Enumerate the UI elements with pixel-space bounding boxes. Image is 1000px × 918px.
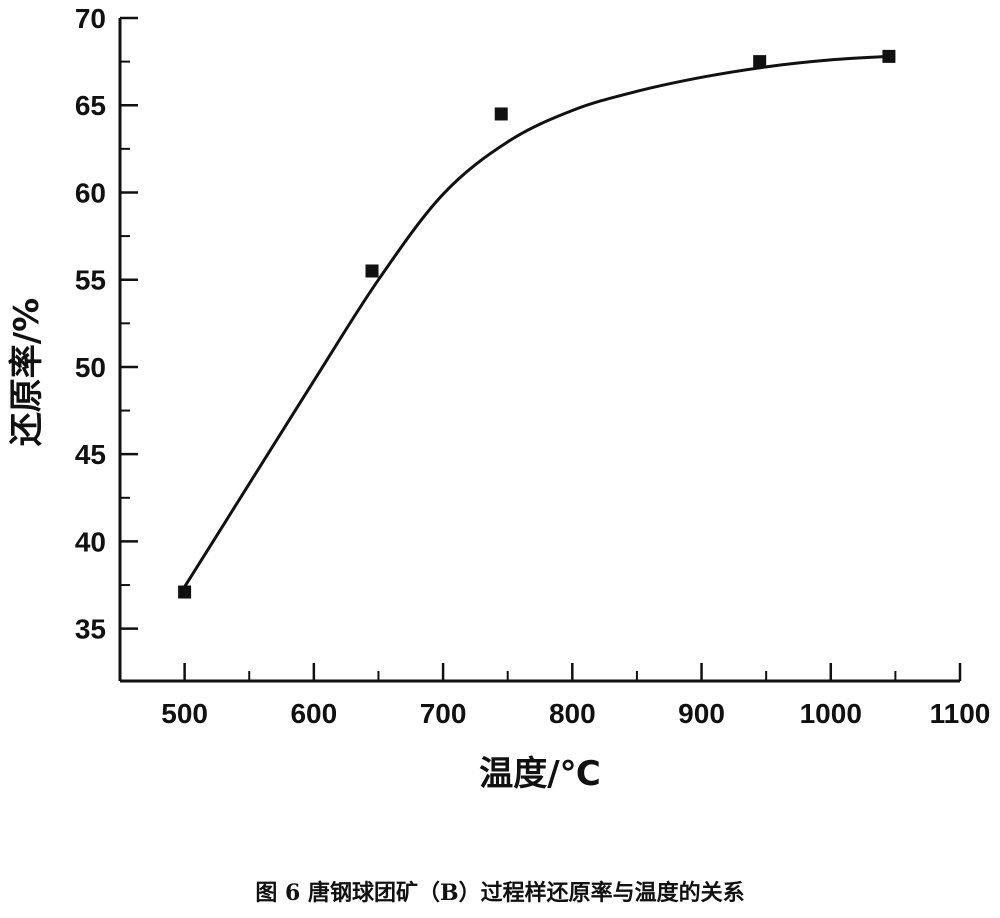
y-tick-label: 40 bbox=[75, 526, 106, 557]
x-tick-label: 500 bbox=[161, 698, 208, 729]
y-tick-label: 50 bbox=[75, 352, 106, 383]
y-tick-label: 55 bbox=[75, 265, 106, 296]
fit-curve-layer bbox=[183, 54, 889, 588]
data-point bbox=[494, 107, 508, 121]
y-tick-label: 65 bbox=[75, 90, 106, 121]
x-tick-label: 900 bbox=[678, 698, 725, 729]
x-tick-label: 800 bbox=[549, 698, 596, 729]
y-tick-label: 60 bbox=[75, 177, 106, 208]
x-tick-label: 1000 bbox=[800, 698, 862, 729]
ticks: 500 600 700 800 900 1000 1100 35 40 45 50 55 60 65 70 bbox=[75, 3, 991, 729]
data-point bbox=[882, 49, 896, 63]
y-tick-label: 45 bbox=[75, 439, 106, 470]
y-tick-label: 35 bbox=[75, 614, 106, 645]
figure-caption: 图 6 唐钢球团矿（B）过程样还原率与温度的关系 bbox=[255, 880, 744, 906]
y-axis-title: 还原率/% bbox=[7, 298, 47, 446]
x-tick-label: 700 bbox=[420, 698, 467, 729]
axes bbox=[118, 18, 960, 683]
data-point bbox=[365, 264, 379, 278]
fit-curve bbox=[183, 54, 889, 588]
data-points bbox=[178, 49, 896, 599]
x-tick-label: 1100 bbox=[930, 698, 991, 729]
x-axis-title: 温度/℃ bbox=[479, 754, 601, 794]
y-tick-label: 70 bbox=[75, 3, 106, 34]
data-point bbox=[178, 585, 192, 599]
data-point bbox=[753, 55, 767, 69]
x-tick-label: 600 bbox=[290, 698, 337, 729]
